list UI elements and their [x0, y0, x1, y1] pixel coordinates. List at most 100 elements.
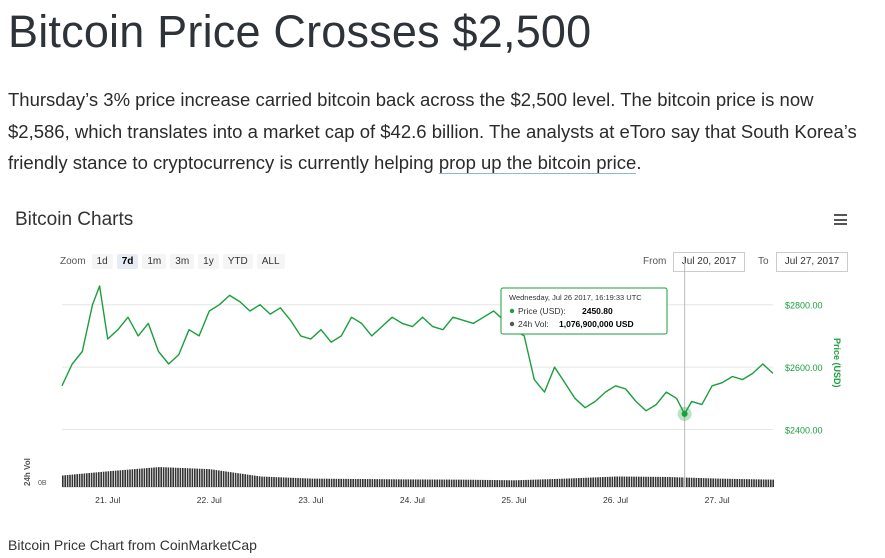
volume-bar — [532, 479, 534, 487]
volume-bar — [213, 469, 215, 487]
volume-bar — [455, 479, 458, 487]
volume-bar — [580, 477, 582, 487]
volume-bar — [297, 478, 299, 487]
volume-bar — [436, 479, 438, 487]
volume-bar — [98, 472, 100, 487]
volume-bar — [750, 479, 753, 487]
zoom-button-all[interactable]: ALL — [256, 253, 285, 269]
volume-bar — [549, 479, 551, 487]
volume-bar — [333, 478, 335, 487]
volume-bar — [623, 476, 626, 487]
volume-bar — [287, 477, 290, 487]
volume-axis-title: 24h Vol — [23, 458, 32, 486]
volume-bar — [350, 478, 352, 487]
volume-bar — [669, 477, 671, 487]
tooltip-price-dot — [509, 308, 515, 314]
volume-bar — [374, 479, 376, 487]
volume-bar — [244, 474, 246, 487]
volume-bar — [556, 478, 558, 487]
volume-bar — [429, 479, 431, 487]
volume-bar — [64, 475, 66, 487]
volume-bar — [676, 477, 678, 487]
to-date-input[interactable]: Jul 27, 2017 — [776, 252, 848, 272]
zoom-button-7d[interactable]: 7d — [116, 253, 139, 269]
volume-bar — [760, 479, 762, 487]
chart-plot[interactable]: $2400.00 $2600.00 $2800.00 Price (USD) 24h V… — [8, 200, 861, 522]
zoom-button-1d[interactable]: 1d — [91, 253, 113, 269]
volume-bar — [772, 479, 774, 487]
article-paragraph: Thursday’s 3% price increase carried bit… — [8, 84, 868, 179]
zoom-button-1y[interactable]: 1y — [198, 253, 219, 269]
volume-bar — [369, 479, 371, 487]
x-tick-label: 27. Jul — [705, 495, 730, 505]
volume-bar — [602, 477, 604, 487]
volume-bar — [153, 467, 155, 487]
volume-bar — [220, 470, 222, 487]
volume-bar — [335, 478, 338, 487]
volume-bar — [141, 468, 143, 487]
volume-bar — [693, 477, 695, 487]
volume-bar — [371, 479, 374, 487]
volume-bar — [498, 480, 501, 487]
zoom-button-1m[interactable]: 1m — [142, 253, 167, 269]
zoom-button-ytd[interactable]: YTD — [222, 253, 253, 269]
volume-bar — [458, 479, 460, 487]
volume-bar — [215, 470, 218, 487]
volume-bar — [522, 479, 525, 487]
x-tick-label: 22. Jul — [197, 495, 222, 505]
volume-bar — [587, 477, 590, 487]
volume-bar — [520, 480, 522, 487]
volume-bar — [594, 477, 597, 487]
volume-bar — [573, 478, 575, 487]
volume-bar — [225, 471, 227, 487]
from-date-input[interactable]: Jul 20, 2017 — [673, 252, 745, 272]
volume-bar — [148, 467, 150, 487]
volume-bar — [726, 478, 729, 487]
volume-bar — [222, 471, 225, 487]
volume-bar — [546, 479, 549, 487]
zoom-button-3m[interactable]: 3m — [170, 253, 195, 269]
volume-bar — [465, 479, 467, 487]
volume-bar — [280, 477, 282, 487]
volume-bar — [362, 479, 364, 487]
volume-bar — [729, 478, 731, 487]
volume-bar — [414, 479, 417, 487]
volume-bar — [482, 479, 484, 487]
volume-bar — [606, 476, 609, 487]
volume-bar — [126, 469, 129, 487]
volume-bar — [158, 467, 160, 487]
volume-bar — [503, 480, 506, 487]
volume-bar — [628, 476, 630, 487]
volume-bar — [731, 478, 734, 487]
volume-bar — [198, 468, 201, 487]
volume-bar — [366, 479, 369, 487]
volume-bar — [551, 479, 554, 487]
from-label: From — [643, 256, 667, 267]
prop-up-price-link[interactable]: prop up the bitcoin price — [438, 152, 637, 174]
volume-bar — [326, 478, 328, 487]
volume-bar — [494, 480, 496, 487]
volume-bar — [122, 470, 124, 487]
volume-bar — [582, 477, 585, 487]
volume-bar — [515, 480, 518, 487]
volume-bar — [609, 476, 611, 487]
volume-bar — [119, 470, 122, 487]
volume-bar — [381, 479, 383, 487]
hamburger-icon[interactable] — [834, 214, 847, 225]
volume-bar — [342, 478, 345, 487]
volume-bar — [472, 479, 474, 487]
volume-bar — [194, 468, 196, 487]
volume-bar — [695, 477, 698, 487]
volume-bar — [179, 467, 182, 487]
volume-bar — [136, 468, 138, 487]
volume-bar — [340, 478, 342, 487]
volume-bar — [474, 479, 477, 487]
volume-bar — [388, 479, 390, 487]
volume-bar — [328, 478, 330, 487]
volume-bar — [705, 478, 707, 487]
volume-bar — [513, 480, 515, 487]
volume-bar — [486, 479, 489, 487]
volume-bar — [621, 476, 623, 487]
volume-bar — [184, 468, 186, 487]
x-tick-label: 24. Jul — [400, 495, 425, 505]
